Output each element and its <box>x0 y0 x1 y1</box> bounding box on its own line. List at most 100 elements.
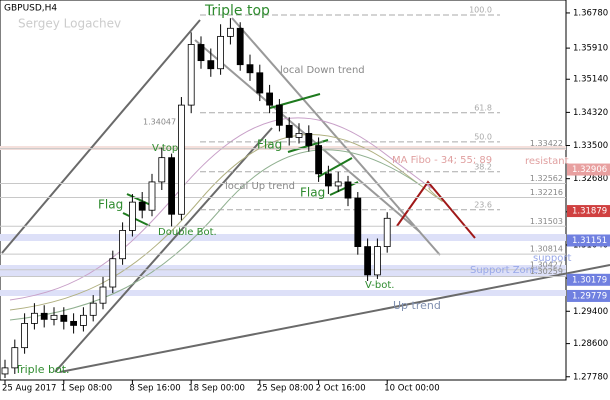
x-tick-label: 25 Sep 08:00 <box>257 384 314 394</box>
x-tick-label: 10 Oct 00:00 <box>384 384 439 394</box>
annotation: Triple bot. <box>14 363 70 376</box>
support-band <box>0 234 566 241</box>
candle-body <box>50 314 58 320</box>
y-tick-label: 1.29400 <box>573 307 608 317</box>
y-tick-label: 1.27780 <box>573 372 608 382</box>
fib-label: 50.0 <box>474 132 492 141</box>
annotation: 1.34047 <box>143 118 176 127</box>
y-tick-label: 1.34320 <box>573 108 608 118</box>
candle-body <box>275 104 283 126</box>
fib-label: 38.2 <box>474 162 492 171</box>
level-label: 1.33422 <box>530 139 563 148</box>
candle-body <box>354 197 362 247</box>
candle-body <box>60 314 68 322</box>
y-tick-label: 1.33500 <box>573 141 608 151</box>
fib-label: 100.0 <box>469 5 492 14</box>
plot-frame <box>0 0 567 381</box>
chart-title: GBPUSD,H4 <box>4 4 57 14</box>
candle-body <box>344 181 352 199</box>
annotation: Flag <box>300 186 325 200</box>
candle-body <box>226 27 234 37</box>
candle-body <box>128 201 136 231</box>
x-tick-label: 18 Sep 00:00 <box>188 384 245 394</box>
candle-body <box>119 230 126 260</box>
price-tag <box>567 273 610 286</box>
chart-subtitle: Sergey Logachev <box>18 17 121 31</box>
candle-body <box>315 145 323 175</box>
annotation: resistant <box>525 156 569 167</box>
ma-line <box>9 117 432 301</box>
candle-body <box>70 320 77 326</box>
price-tag <box>567 289 610 302</box>
candle-body <box>99 286 107 304</box>
candle-body <box>324 173 332 187</box>
candle-body <box>364 246 372 276</box>
candle-body <box>305 133 313 146</box>
x-tick-label: 1 Sep 08:00 <box>61 384 112 394</box>
annotation: local Up trend <box>225 181 295 192</box>
candle-body <box>40 312 48 320</box>
candle-body <box>217 35 225 70</box>
price-tag <box>567 234 610 247</box>
price-tag <box>567 163 610 176</box>
ma-line <box>9 134 443 311</box>
price-tag <box>567 205 610 218</box>
y-tick-label: 1.36780 <box>573 8 608 18</box>
annotation: Flag <box>98 198 123 212</box>
dynamic-layer: 100.0 61.8 50.0 38.2 23.6 1.33422 1.32562 1.322… <box>0 5 566 278</box>
candle-body <box>177 104 185 215</box>
candle-body <box>30 312 38 324</box>
candle-body <box>246 64 254 74</box>
price-tag-label: 1.29779 <box>572 291 607 301</box>
candle-body <box>89 302 97 316</box>
annotation: Up trend <box>393 299 441 312</box>
flag-line <box>317 157 353 178</box>
candle-body <box>11 347 19 369</box>
annotation: Double Bot. <box>158 227 217 238</box>
x-tick-label: 8 Sep 16:00 <box>129 384 180 394</box>
candle-body <box>256 72 264 94</box>
channel-line <box>1 19 201 254</box>
x-tick-label: 2 Oct 16:00 <box>316 384 366 394</box>
resistance-band <box>0 146 566 150</box>
candle-body <box>168 157 176 215</box>
candle-body <box>187 44 195 106</box>
forecast-path <box>396 180 476 239</box>
x-tick-label: 25 Aug 2017 <box>2 384 56 394</box>
annotation: Triple top <box>204 3 270 19</box>
candle-body <box>148 181 156 211</box>
candle-body <box>383 217 391 247</box>
candle-body <box>266 92 274 106</box>
level-label: 1.30259 <box>530 267 563 276</box>
candle-body <box>207 60 215 70</box>
flag-line <box>329 181 359 196</box>
annotation: MA Fibo - 34; 55; 89 <box>392 155 492 166</box>
candle-body <box>1 367 9 375</box>
fib-label: 23.6 <box>474 200 492 209</box>
y-tick-label: 1.32680 <box>573 174 608 184</box>
level-label: 1.32216 <box>530 188 563 197</box>
candle-body <box>295 133 303 138</box>
annotation: Support Zone <box>470 265 538 276</box>
price-tag-label: 1.31151 <box>572 236 607 246</box>
candle-body <box>197 44 205 62</box>
channel-line <box>54 127 273 373</box>
candle-body <box>21 323 29 349</box>
support-band <box>0 290 566 296</box>
candle-body <box>138 201 146 211</box>
candle-body <box>285 124 293 138</box>
candle-body <box>373 246 381 276</box>
level-label: 1.30814 <box>530 245 563 254</box>
level-label: 1.30427 <box>530 260 563 269</box>
fib-label: 61.8 <box>474 103 492 112</box>
annotation: Flag <box>257 138 282 152</box>
y-tick-label: 1.28600 <box>573 339 608 349</box>
candle-body <box>158 157 166 183</box>
candle-body <box>109 258 117 288</box>
price-tag-label: 1.31879 <box>572 207 607 217</box>
annotation: local Down trend <box>280 65 365 76</box>
y-tick-label: 1.35140 <box>573 75 608 85</box>
price-tag-label: 1.32906 <box>572 165 607 175</box>
candle-body <box>236 27 244 66</box>
